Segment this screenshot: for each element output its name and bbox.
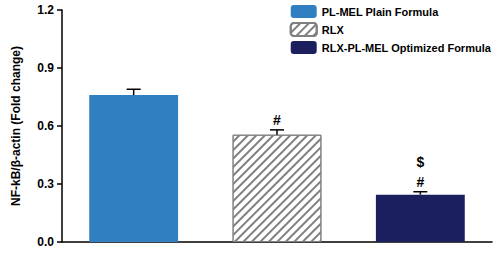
svg-text:$: $ <box>416 154 424 170</box>
svg-text:0.0: 0.0 <box>37 235 54 249</box>
svg-text:0.3: 0.3 <box>37 177 54 191</box>
svg-text:0.9: 0.9 <box>37 61 54 75</box>
svg-text:#: # <box>273 112 281 128</box>
svg-text:PL-MEL Plain Formula: PL-MEL Plain Formula <box>322 6 439 18</box>
svg-text:NF-kB/β-actin (Fold change): NF-kB/β-actin (Fold change) <box>9 46 23 206</box>
svg-text:1.2: 1.2 <box>37 3 54 17</box>
svg-text:RLX: RLX <box>322 24 345 36</box>
svg-text:0.6: 0.6 <box>37 119 54 133</box>
svg-text:RLX-PL-MEL Optimized Formula: RLX-PL-MEL Optimized Formula <box>322 42 492 54</box>
svg-text:#: # <box>416 174 424 190</box>
